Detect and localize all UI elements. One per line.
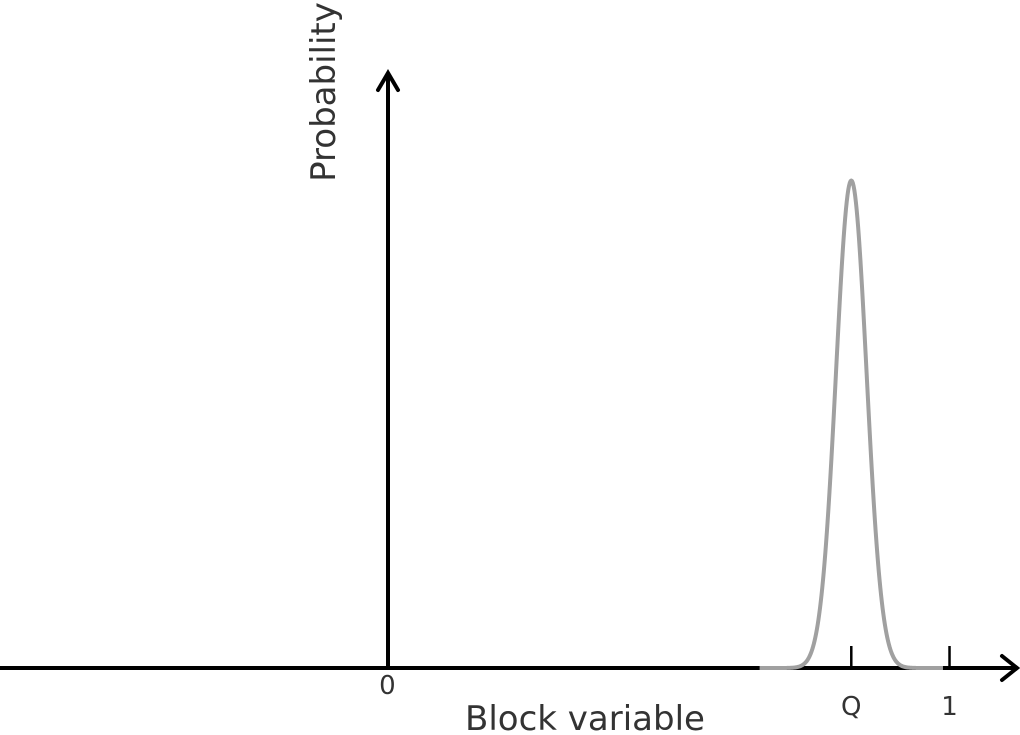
x-axis-arrow-icon (1000, 654, 1020, 682)
y-axis (376, 69, 400, 668)
y-axis-arrow-icon (376, 69, 400, 92)
series-line-0 (758, 178, 945, 670)
y-axis-label: Probability (304, 2, 344, 182)
x-ticks: 0 Q 1 (379, 646, 958, 722)
x-tick-label-0: 0 (379, 671, 396, 701)
x-axis (0, 654, 1020, 682)
x-axis-label: Block variable (465, 699, 705, 735)
x-tick-label-2: 1 (941, 692, 958, 722)
series-group (758, 178, 945, 670)
x-tick-label-1: Q (841, 692, 861, 722)
